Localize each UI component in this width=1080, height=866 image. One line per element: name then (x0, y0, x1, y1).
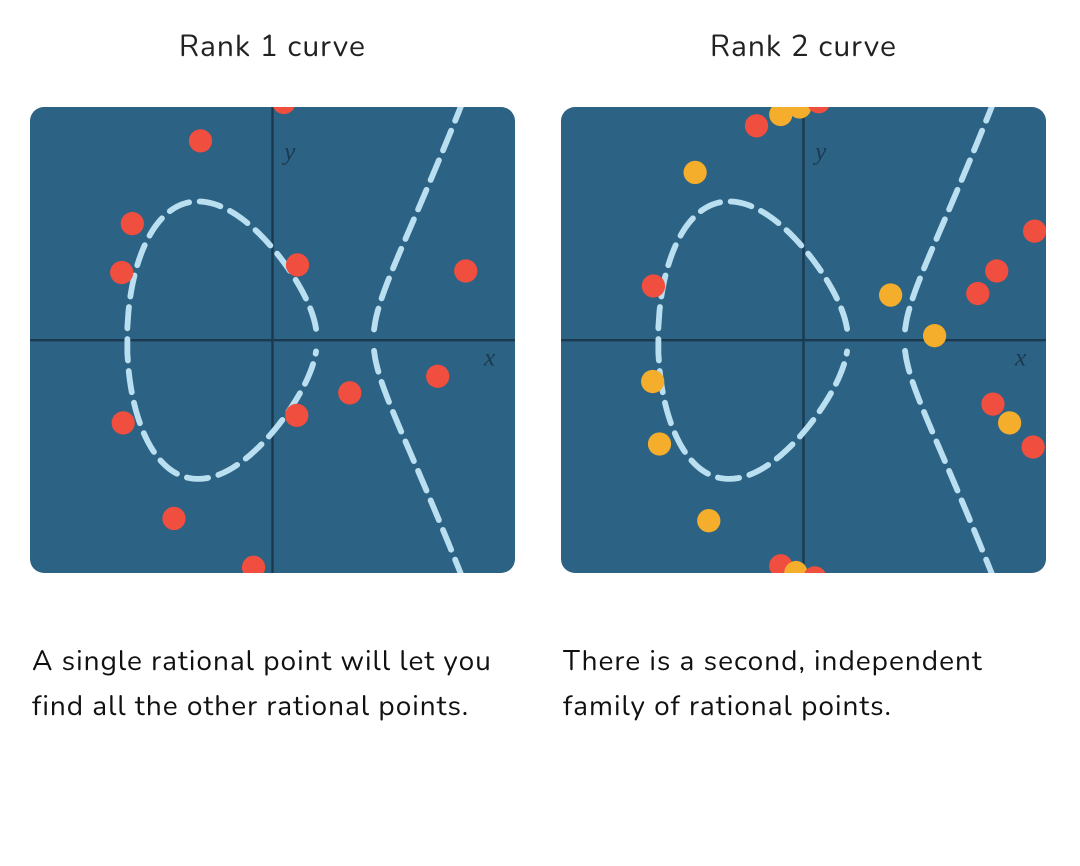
panel-title: Rank 1 curve (30, 26, 515, 67)
plot-svg: yx (561, 107, 1046, 573)
rational-point-orange (923, 324, 946, 347)
x-axis-label: x (1014, 344, 1027, 371)
rational-point-red (426, 365, 449, 388)
rational-point-orange (697, 509, 720, 532)
rational-point-red (338, 381, 361, 404)
x-axis-label: x (483, 344, 496, 371)
panel-rank1: Rank 1 curve yx A single rational point … (30, 24, 515, 842)
y-axis-label: y (281, 138, 296, 165)
plot-rank2: yx (561, 107, 1046, 573)
panel-title: Rank 2 curve (561, 26, 1046, 67)
rational-point-red (966, 282, 989, 305)
rational-point-orange (641, 370, 664, 393)
rational-point-orange (998, 411, 1021, 434)
rational-point-red (642, 274, 665, 297)
rational-point-orange (879, 283, 902, 306)
rational-point-red (189, 129, 212, 152)
plot-svg: yx (30, 107, 515, 573)
rational-point-orange (683, 161, 706, 184)
y-axis-label: y (812, 138, 827, 165)
rational-point-orange (648, 432, 671, 455)
rational-point-red (112, 411, 135, 434)
panel-caption: A single rational point will let you fin… (30, 639, 515, 729)
rational-point-red (454, 259, 477, 282)
rational-point-red (1023, 219, 1046, 242)
rational-point-red (981, 392, 1004, 415)
rational-point-red (745, 114, 768, 137)
rational-point-red (162, 507, 185, 530)
rational-point-red (121, 212, 144, 235)
infographic-root: Rank 1 curve yx A single rational point … (0, 0, 1080, 866)
panel-caption: There is a second, independent family of… (561, 639, 1046, 729)
rational-point-red (985, 259, 1008, 282)
plot-rank1: yx (30, 107, 515, 573)
rational-point-red (110, 261, 133, 284)
rational-point-red (286, 253, 309, 276)
rational-point-red (1021, 435, 1044, 458)
rational-point-red (285, 404, 308, 427)
panel-rank2: Rank 2 curve yx There is a second, indep… (561, 24, 1046, 842)
